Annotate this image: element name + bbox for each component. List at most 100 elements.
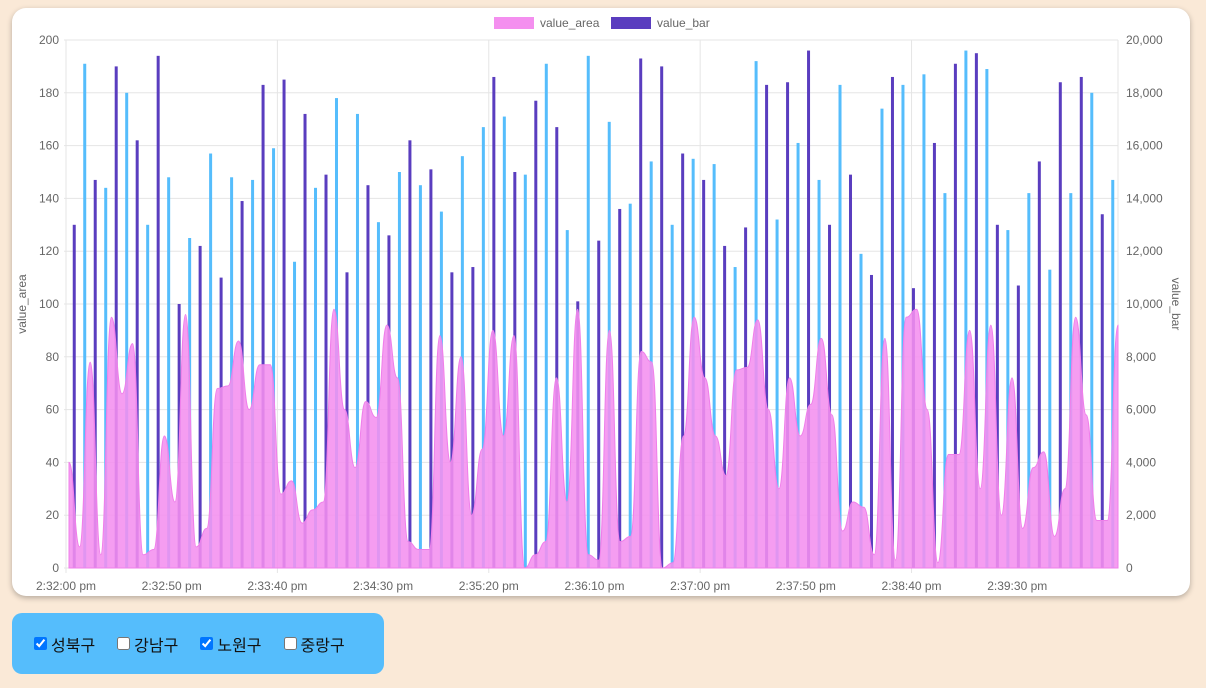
y-right-tick-label: 20,000 (1126, 33, 1163, 47)
bar-8 (156, 55, 160, 568)
bar-86 (974, 53, 978, 568)
district-label-1: 강남구 (134, 637, 179, 655)
bar-72 (828, 224, 832, 569)
bar-53 (628, 203, 632, 568)
y-right-tick-label: 10,000 (1126, 297, 1163, 311)
y-left-axis-title: value_area (15, 274, 29, 334)
bar-79 (901, 84, 905, 568)
x-tick-label: 2:32:50 pm (142, 579, 202, 593)
bar-85 (964, 50, 968, 569)
bar-77 (880, 108, 884, 568)
bar-49 (586, 55, 590, 568)
bar-17 (251, 179, 255, 569)
x-tick-label: 2:37:50 pm (776, 579, 836, 593)
legend-label-1: value_bar (657, 16, 710, 30)
combo-chart: 0 20 40 60 80 100 120 140 160 180 200 0 2,000 4,000 6,… (15, 16, 1183, 593)
bar-41 (502, 116, 506, 568)
district-checkbox-1[interactable] (117, 637, 131, 650)
bar-46 (555, 127, 559, 569)
x-tick-label: 2:38:40 pm (882, 579, 942, 593)
bar-38 (471, 267, 475, 568)
district-option-3[interactable]: 중랑구 (283, 632, 345, 656)
area-series (68, 308, 1119, 569)
bar-3 (104, 187, 108, 568)
district-checkbox-3[interactable] (283, 637, 297, 650)
bar-87 (985, 69, 989, 568)
bar-60 (702, 179, 706, 569)
legend-swatch-0 (494, 17, 534, 29)
district-checkbox-2[interactable] (200, 637, 214, 650)
district-option-0[interactable]: 성북구 (34, 632, 95, 656)
bar-39 (481, 127, 485, 569)
district-checkbox-0[interactable] (34, 637, 47, 650)
district-option-2[interactable]: 노원구 (200, 632, 262, 656)
x-tick-label: 2:32:00 pm (36, 579, 96, 593)
bar-82 (932, 142, 936, 568)
y-left-tick-label: 80 (46, 350, 60, 364)
y-left-tick-label: 200 (39, 33, 59, 47)
bar-18 (261, 84, 265, 568)
bar-73 (838, 84, 842, 568)
y-right-tick-label: 14,000 (1126, 191, 1163, 205)
bar-74 (849, 174, 853, 568)
y-right-tick-label: 18,000 (1126, 86, 1163, 100)
bar-57 (670, 224, 674, 569)
bar-56 (660, 66, 664, 569)
y-left-tick-label: 120 (39, 244, 59, 258)
bar-0 (72, 224, 76, 569)
bar-9 (167, 177, 171, 568)
bar-89 (1006, 230, 1010, 568)
bar-78 (890, 76, 894, 569)
bar-99 (1111, 179, 1115, 569)
bar-66 (765, 84, 769, 568)
bar-43 (523, 174, 527, 568)
bar-94 (1058, 82, 1062, 569)
y-right-tick-label: 4,000 (1126, 455, 1156, 469)
bar-58 (681, 153, 685, 568)
bar-93 (1048, 269, 1052, 568)
x-tick-label: 2:35:20 pm (459, 579, 519, 593)
bar-40 (492, 76, 496, 569)
bar-97 (1090, 92, 1094, 569)
bar-76 (869, 274, 873, 568)
bar-84 (953, 63, 957, 568)
bar-98 (1100, 214, 1104, 569)
bar-23 (314, 187, 318, 568)
district-label-0: 성북구 (51, 637, 96, 655)
bar-6 (135, 140, 139, 568)
bar-50 (597, 240, 601, 568)
bar-61 (712, 164, 716, 568)
bar-5 (125, 92, 129, 569)
x-tick-label: 2:36:10 pm (564, 579, 624, 593)
bar-19 (272, 148, 276, 569)
bar-4 (114, 66, 118, 569)
bar-33 (418, 185, 422, 568)
bar-12 (198, 245, 202, 569)
y-left-tick-label: 20 (46, 508, 60, 522)
district-option-1[interactable]: 강남구 (117, 632, 178, 656)
bar-21 (293, 261, 297, 568)
y-left-tick-label: 40 (46, 455, 60, 469)
bar-44 (534, 100, 538, 568)
bar-45 (544, 63, 548, 568)
bar-75 (859, 253, 863, 568)
bar-20 (282, 79, 286, 568)
bar-65 (754, 61, 758, 569)
bar-96 (1079, 76, 1083, 569)
district-label-3: 중랑구 (300, 637, 345, 655)
bar-29 (376, 222, 380, 568)
y-left-tick-label: 160 (39, 139, 59, 153)
bar-2 (93, 179, 97, 569)
y-left-tick-label: 180 (39, 86, 59, 100)
legend-swatch-1 (611, 17, 651, 29)
bar-67 (775, 219, 779, 568)
bar-52 (618, 208, 622, 568)
y-left-tick-label: 0 (52, 561, 59, 575)
bar-83 (943, 193, 947, 568)
y-right-tick-label: 12,000 (1126, 244, 1163, 258)
x-tick-label: 2:39:30 pm (987, 579, 1047, 593)
bar-62 (723, 245, 727, 569)
y-right-tick-label: 6,000 (1126, 403, 1156, 417)
x-tick-label: 2:34:30 pm (353, 579, 413, 593)
bar-70 (807, 50, 811, 569)
